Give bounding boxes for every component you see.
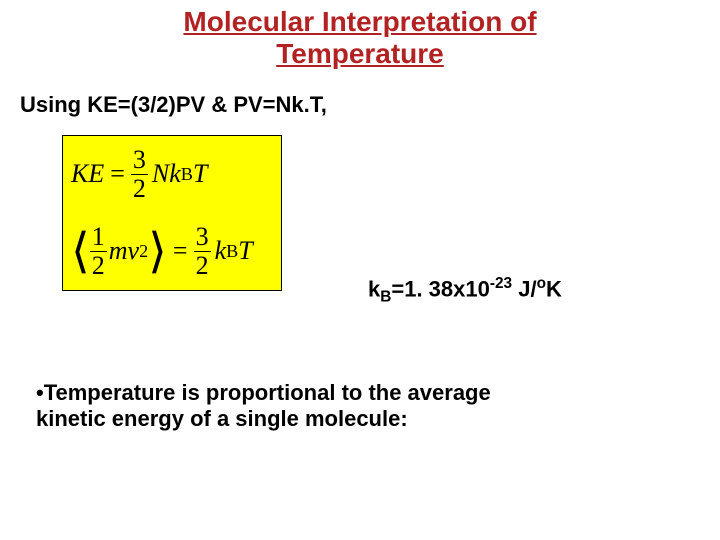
eq2-inner-fraction: 1 2 <box>90 224 107 279</box>
title-line-1: Molecular Interpretation of <box>183 6 536 37</box>
boltzmann-constant: kB=1. 38x10-23 J/oK <box>368 275 562 307</box>
eq2-v: v <box>128 236 140 266</box>
eq2-inner-num: 1 <box>90 224 107 250</box>
eq2-m: m <box>107 236 128 266</box>
eq2-inner-den: 2 <box>90 253 107 279</box>
angle-brackets: ⟨ 1 2 m v 2 ⟩ <box>71 223 167 279</box>
eq1-frac-num: 3 <box>131 147 148 173</box>
kb-exponent: -23 <box>490 275 512 292</box>
eq1-frac-den: 2 <box>131 176 148 202</box>
formula-highlight-box: KE = 3 2 N k B T ⟨ 1 2 m v 2 <box>62 135 282 291</box>
eq2-sub-B: B <box>226 241 238 262</box>
slide: Molecular Interpretation of Temperature … <box>0 0 720 540</box>
kb-unit-k: K <box>546 276 562 301</box>
eq2-k: k <box>211 236 227 266</box>
bullet-text-line2: kinetic energy of a single molecule: <box>36 406 408 431</box>
kb-sub-B: B <box>380 289 391 306</box>
eq2-fraction: 3 2 <box>194 224 211 279</box>
eq1-k: k <box>169 159 181 189</box>
kb-degree: o <box>537 275 546 292</box>
equation-avg-ke: ⟨ 1 2 m v 2 ⟩ = 3 2 k B T <box>71 223 253 279</box>
bullet-point: •Temperature is proportional to the aver… <box>36 380 684 433</box>
title-line-2: Temperature <box>276 38 444 69</box>
eq1-equals: = <box>104 159 131 189</box>
eq1-sub-B: B <box>181 164 193 185</box>
equation-ke: KE = 3 2 N k B T <box>71 147 207 202</box>
eq2-frac-den: 2 <box>194 253 211 279</box>
eq2-v-squared: 2 <box>139 241 148 262</box>
eq2-equals: = <box>167 236 194 266</box>
eq1-lhs: KE <box>71 159 104 189</box>
bullet-marker-icon: • <box>36 380 44 405</box>
left-angle-icon: ⟨ <box>71 223 90 279</box>
kb-unit-j: J/ <box>518 276 536 301</box>
eq2-T: T <box>238 236 252 266</box>
right-angle-icon: ⟩ <box>148 223 167 279</box>
eq1-T: T <box>193 159 207 189</box>
intro-line: Using KE=(3/2)PV & PV=Nk.T, <box>20 92 327 118</box>
slide-title: Molecular Interpretation of Temperature <box>0 0 720 70</box>
eq1-N: N <box>148 159 169 189</box>
kb-value: =1. 38x10 <box>391 276 489 301</box>
eq2-frac-num: 3 <box>194 224 211 250</box>
bullet-text-line1: Temperature is proportional to the avera… <box>44 380 491 405</box>
eq1-fraction: 3 2 <box>131 147 148 202</box>
kb-k: k <box>368 276 380 301</box>
